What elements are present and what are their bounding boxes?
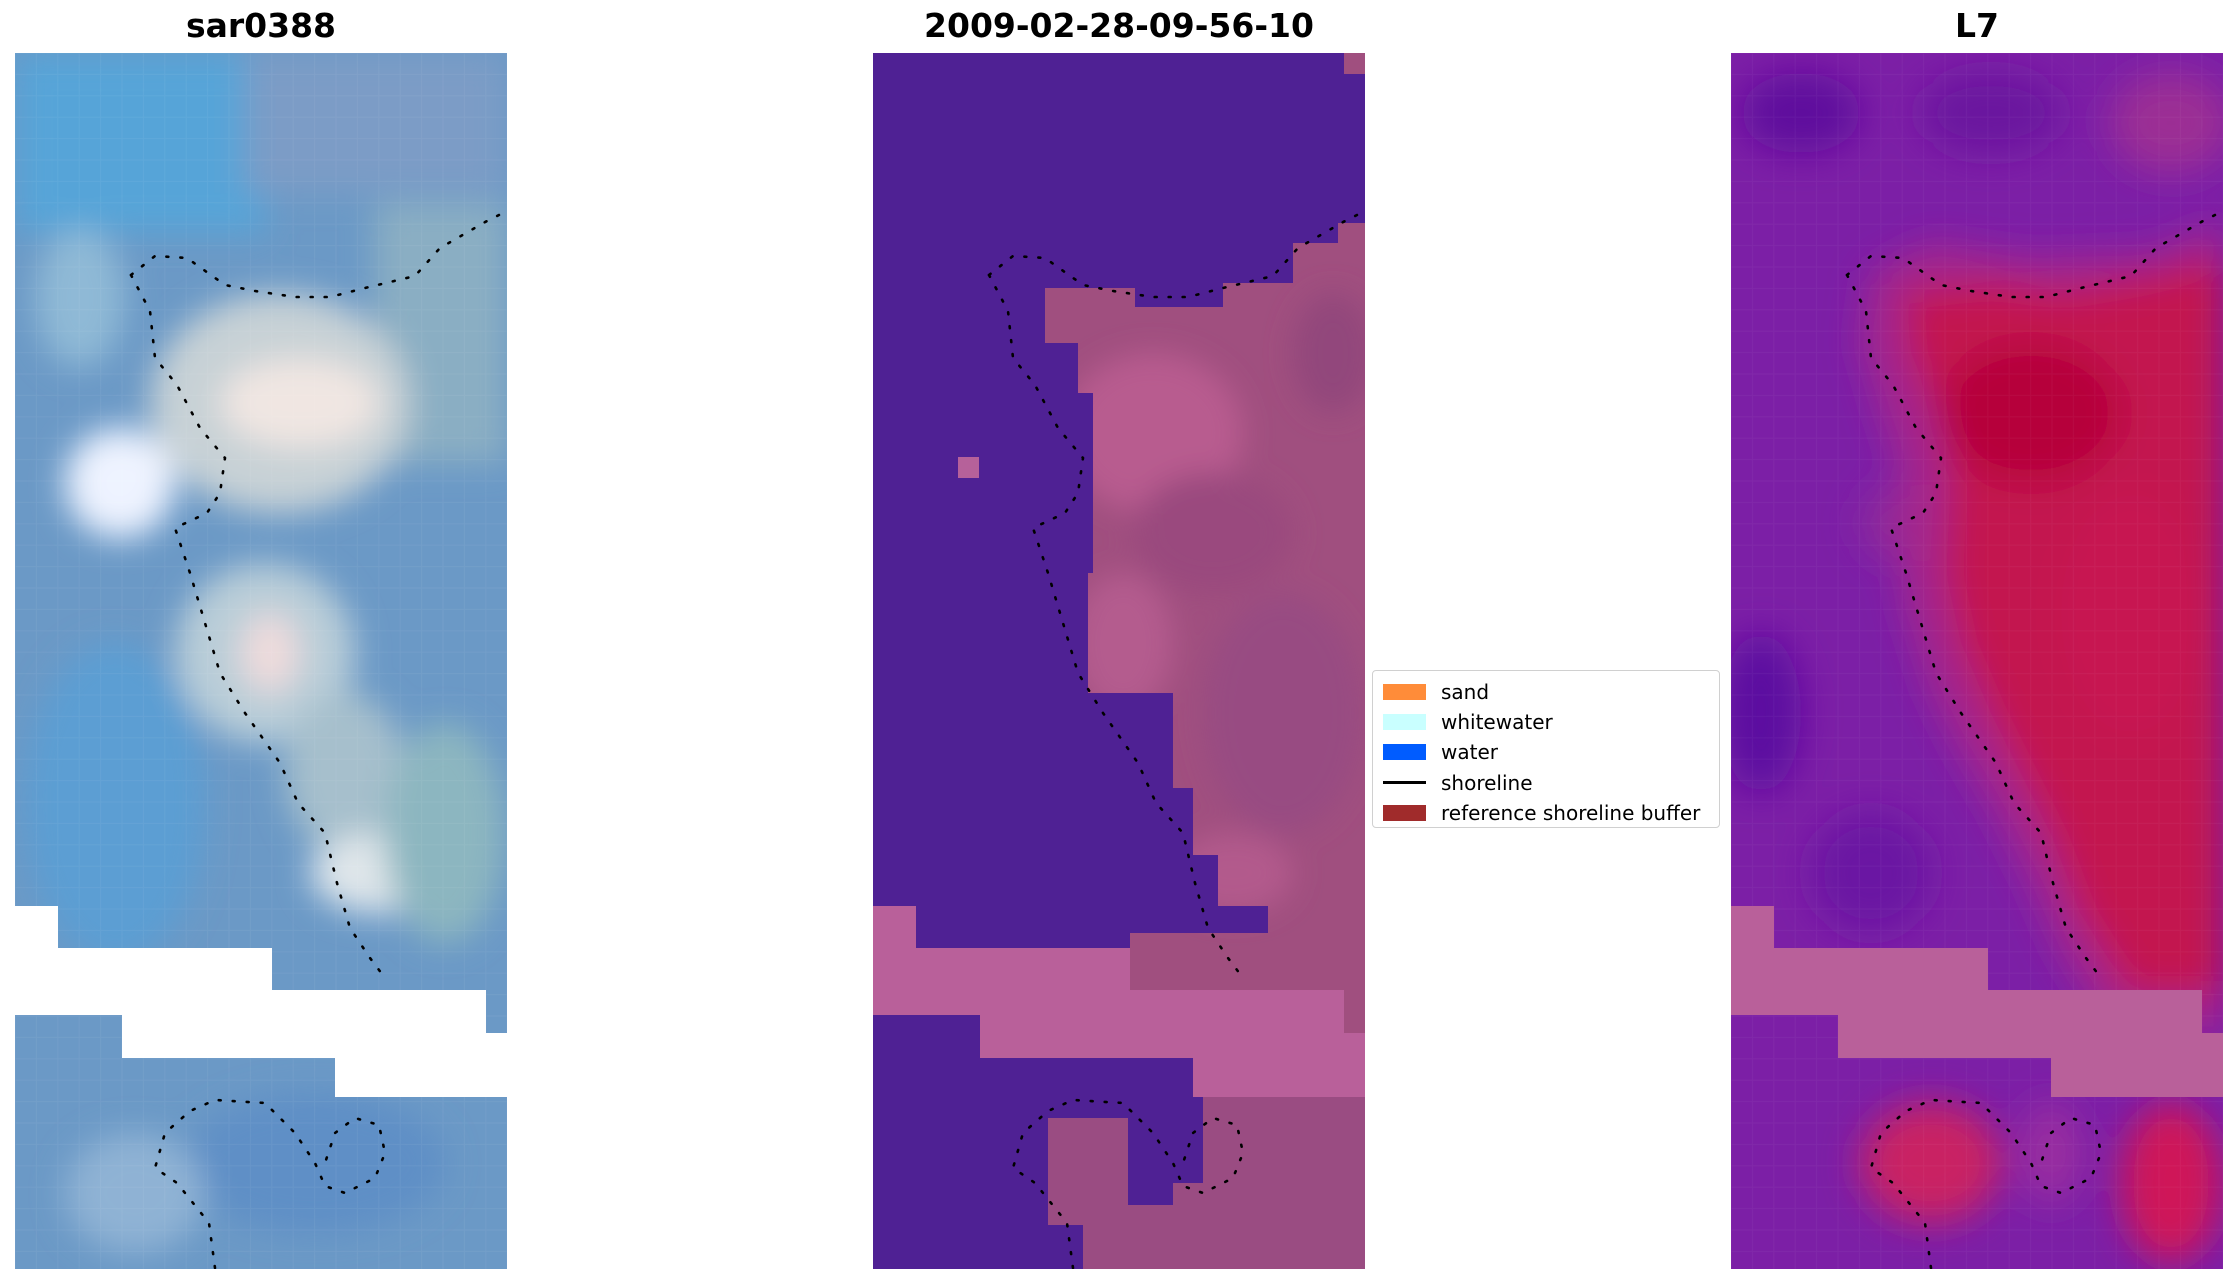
legend-item-water: water — [1373, 737, 1719, 767]
shoreline — [1845, 273, 2103, 980]
nodata-band — [873, 906, 1365, 1097]
index-image — [1731, 53, 2223, 1269]
shoreline — [987, 209, 1365, 299]
legend-label-reference-buffer: reference shoreline buffer — [1441, 800, 1701, 825]
shoreline — [129, 273, 387, 980]
legend-label-shoreline: shoreline — [1441, 770, 1533, 795]
legend-item-whitewater: whitewater — [1373, 707, 1719, 737]
land-pixel — [958, 457, 979, 478]
index-image-panel — [1731, 53, 2223, 1269]
shoreline — [129, 209, 507, 299]
panel-title-right: L7 — [1955, 6, 1999, 45]
legend-swatch-whitewater — [1383, 714, 1426, 731]
nodata-band — [1731, 906, 2223, 1097]
rgb-image-panel — [15, 53, 507, 1269]
legend-swatch-water — [1383, 744, 1426, 761]
rgb-image — [15, 53, 507, 1269]
legend-label-whitewater: whitewater — [1441, 710, 1553, 735]
legend-item-reference-buffer: reference shoreline buffer — [1373, 798, 1719, 828]
panel-title-left: sar0388 — [185, 6, 337, 45]
legend-label-water: water — [1441, 740, 1498, 765]
legend-label-sand: sand — [1441, 680, 1490, 705]
legend-swatch-sand — [1383, 684, 1426, 701]
shoreline — [987, 273, 1245, 980]
panel-title-middle: 2009-02-28-09-56-10 — [924, 6, 1314, 45]
legend-line-shoreline — [1383, 781, 1426, 785]
legend: sand whitewater water shoreline referenc… — [1372, 670, 1720, 828]
legend-swatch-reference-buffer — [1383, 804, 1426, 821]
land-class — [1048, 1097, 1365, 1269]
land-pixel — [1344, 53, 1365, 74]
classification-panel — [873, 53, 1365, 1269]
nodata-region — [15, 906, 507, 1097]
legend-item-sand: sand — [1373, 677, 1719, 707]
legend-item-shoreline: shoreline — [1373, 768, 1719, 798]
classification-image — [873, 53, 1365, 1269]
shoreline — [1845, 209, 2223, 299]
